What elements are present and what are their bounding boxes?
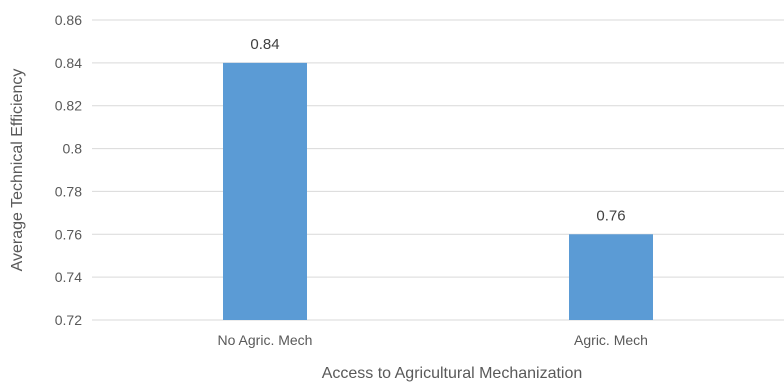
y-tick-label: 0.72: [55, 312, 82, 328]
gridlines: [92, 19, 784, 321]
y-tick-label: 0.8: [63, 141, 83, 157]
y-tick-label: 0.84: [55, 55, 82, 71]
y-tick-label: 0.78: [55, 183, 82, 199]
bar: [569, 234, 653, 320]
y-tick-label: 0.86: [55, 12, 82, 28]
x-tick-label: Agric. Mech: [574, 332, 648, 348]
y-tick-label: 0.82: [55, 98, 82, 114]
y-axis-title: Average Technical Efficiency: [9, 69, 26, 272]
data-labels: 0.84 0.76: [250, 36, 625, 224]
x-tick-label: No Agric. Mech: [218, 332, 313, 348]
bars: [223, 62, 653, 320]
data-label: 0.76: [596, 207, 625, 224]
y-tick-label: 0.74: [55, 269, 82, 285]
y-axis-ticks: 0.72 0.74 0.76 0.78 0.8 0.82 0.84 0.86: [55, 12, 82, 328]
data-label: 0.84: [250, 36, 279, 53]
x-axis-ticks: No Agric. Mech Agric. Mech: [218, 332, 648, 348]
bar: [223, 62, 307, 320]
x-axis-title: Access to Agricultural Mechanization: [322, 365, 583, 382]
y-tick-label: 0.76: [55, 226, 82, 242]
